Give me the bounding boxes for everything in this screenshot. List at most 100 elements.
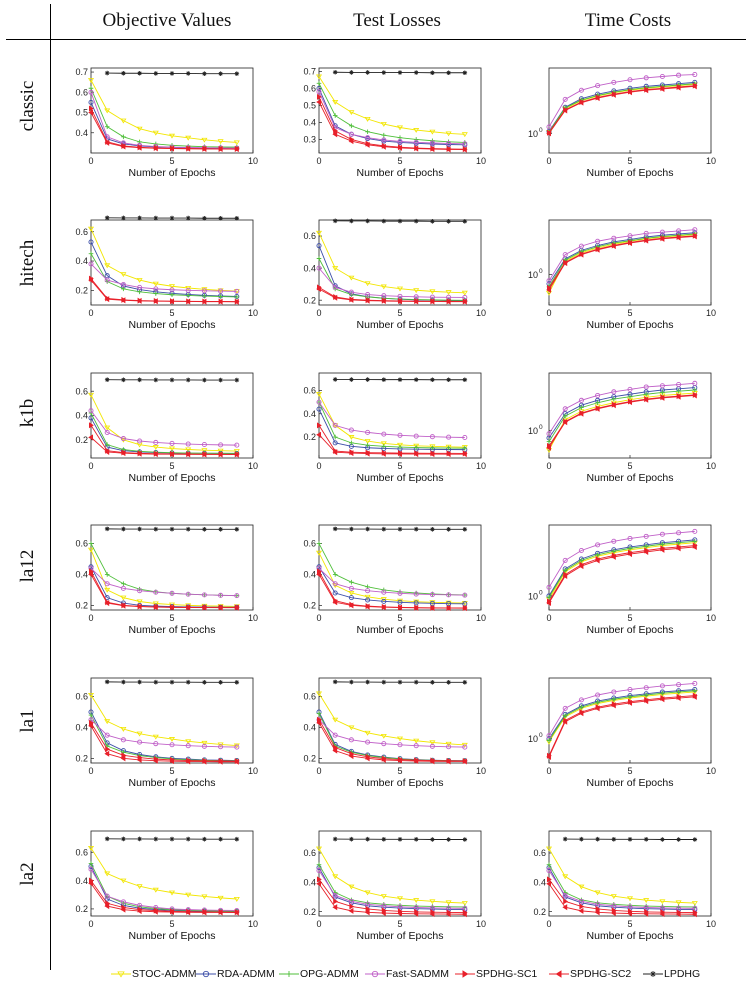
data-point xyxy=(659,546,665,553)
series-line xyxy=(318,401,465,449)
data-point xyxy=(185,743,191,749)
series-line xyxy=(318,76,465,135)
data-point xyxy=(137,215,142,221)
series-line xyxy=(548,683,695,736)
data-point xyxy=(562,718,568,725)
data-point xyxy=(234,71,240,76)
series-fast-sadmm xyxy=(546,868,698,911)
data-point xyxy=(430,445,435,451)
series-line xyxy=(318,101,465,151)
data-point xyxy=(152,445,159,450)
header-divider xyxy=(6,39,746,40)
data-point xyxy=(104,572,110,577)
data-point xyxy=(121,377,126,383)
data-point xyxy=(185,892,192,898)
data-point xyxy=(365,442,370,448)
x-tick-label: 5 xyxy=(627,919,632,929)
data-point xyxy=(218,527,223,532)
data-point xyxy=(88,251,94,257)
data-point xyxy=(348,131,354,137)
data-point xyxy=(348,110,355,116)
data-point xyxy=(348,737,354,743)
data-point xyxy=(105,746,111,753)
y-tick-label: 0.6 xyxy=(75,227,88,237)
data-point xyxy=(692,387,698,393)
data-point xyxy=(153,377,159,383)
data-point xyxy=(201,743,207,749)
data-point xyxy=(218,680,223,685)
data-point xyxy=(562,568,568,573)
series-spdhg-sc2 xyxy=(546,543,697,606)
data-point xyxy=(562,874,569,880)
data-point xyxy=(364,297,370,304)
data-point xyxy=(152,281,159,287)
data-point xyxy=(429,600,435,606)
data-point xyxy=(316,243,322,249)
x-tick-label: 5 xyxy=(397,613,402,623)
data-point xyxy=(120,281,126,288)
data-point xyxy=(349,70,354,75)
data-point xyxy=(445,604,451,612)
series-line xyxy=(90,694,237,746)
data-point xyxy=(201,288,207,294)
data-point xyxy=(120,906,126,913)
data-point xyxy=(562,904,568,911)
column-title-objective: Objective Values xyxy=(102,10,232,31)
data-point xyxy=(185,604,191,611)
y-tick-label: 0.4 xyxy=(75,256,88,266)
data-point xyxy=(660,541,665,547)
series-line xyxy=(90,79,237,143)
data-point xyxy=(578,884,585,890)
data-point xyxy=(692,380,698,386)
data-point xyxy=(120,878,127,884)
data-point xyxy=(120,436,126,442)
data-point xyxy=(611,696,617,702)
data-point xyxy=(429,905,435,911)
data-point xyxy=(429,434,435,440)
data-point xyxy=(579,405,584,410)
data-point xyxy=(315,230,323,236)
data-point xyxy=(595,83,601,89)
data-point xyxy=(445,131,452,137)
data-point xyxy=(136,908,142,915)
series-line xyxy=(548,848,695,904)
legend-label: OPG-ADMM xyxy=(300,968,359,980)
data-point xyxy=(611,396,617,402)
data-point xyxy=(579,903,585,910)
data-point xyxy=(595,836,600,842)
data-point xyxy=(169,526,175,532)
series-line xyxy=(90,567,237,597)
x-axis-label: Number of Epochs xyxy=(587,167,674,179)
y-tick-label: 0.6 xyxy=(75,87,88,97)
data-point xyxy=(397,599,403,605)
data-point xyxy=(381,837,387,842)
data-point xyxy=(429,740,436,746)
data-point xyxy=(333,898,339,905)
data-point xyxy=(676,837,681,842)
data-point xyxy=(462,601,468,607)
data-point xyxy=(610,702,616,709)
data-point xyxy=(169,145,175,152)
data-point xyxy=(88,541,94,546)
series-line xyxy=(548,235,695,289)
data-point xyxy=(88,89,94,95)
series-line xyxy=(548,235,695,291)
data-point xyxy=(446,527,451,532)
data-point xyxy=(462,445,468,451)
row-label-la1: la1 xyxy=(17,709,38,733)
data-point xyxy=(546,862,552,868)
data-point xyxy=(120,450,126,457)
data-point xyxy=(546,738,552,743)
series-line xyxy=(318,567,465,596)
data-point xyxy=(364,116,371,122)
data-point xyxy=(396,896,404,902)
y-tick-label: 0.6 xyxy=(303,231,316,241)
x-tick-label: 5 xyxy=(397,919,402,929)
data-point xyxy=(168,446,176,452)
x-tick-label: 5 xyxy=(627,461,632,471)
data-point xyxy=(169,909,175,916)
data-point xyxy=(169,679,175,685)
data-point xyxy=(429,294,435,300)
data-point xyxy=(691,83,697,90)
x-axis-label: Number of Epochs xyxy=(129,624,216,636)
